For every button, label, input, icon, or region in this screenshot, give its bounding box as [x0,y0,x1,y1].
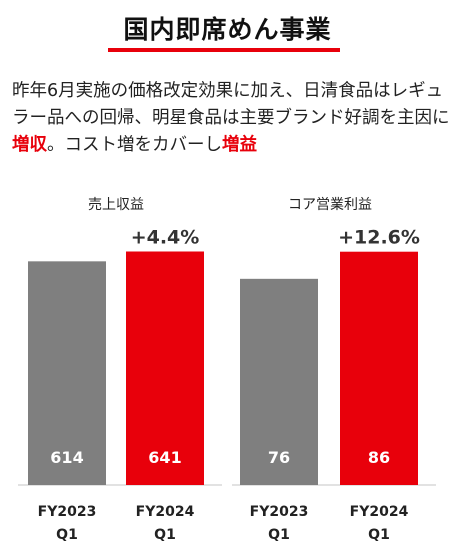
category-label: Q1 [268,527,290,543]
category-label: FY2024 [350,504,409,520]
bar [28,261,106,485]
category-label: FY2023 [250,504,309,520]
growth-label: +4.4% [131,226,200,248]
title-underline [108,48,340,52]
bar [340,251,418,485]
data-label: 86 [368,448,390,467]
category-label: FY2024 [136,504,195,520]
bar [240,278,318,485]
chart-title: コア営業利益 [288,197,372,213]
growth-label: +12.6% [338,227,420,249]
description: 昨年6月実施の価格改定効果に加え、日清食品はレギュラー品への回帰、明星食品は主要… [12,78,450,159]
description-text-2: 。コスト増をカバーし [47,135,222,155]
description-text-1: 昨年6月実施の価格改定効果に加え、日清食品はレギュラー品への回帰、明星食品は主要… [12,81,450,128]
description-highlight-2: 増益 [222,135,257,155]
data-label: 614 [50,448,83,467]
description-highlight-1: 増収 [12,135,47,155]
bar [126,251,204,485]
category-label: Q1 [368,527,390,543]
category-label: Q1 [56,527,78,543]
category-label: FY2023 [38,504,97,520]
chart-title: 売上収益 [88,197,144,213]
data-label: 641 [148,448,181,467]
data-label: 76 [268,448,290,467]
page-title: 国内即席めん事業 [123,15,332,44]
category-label: Q1 [154,527,176,543]
